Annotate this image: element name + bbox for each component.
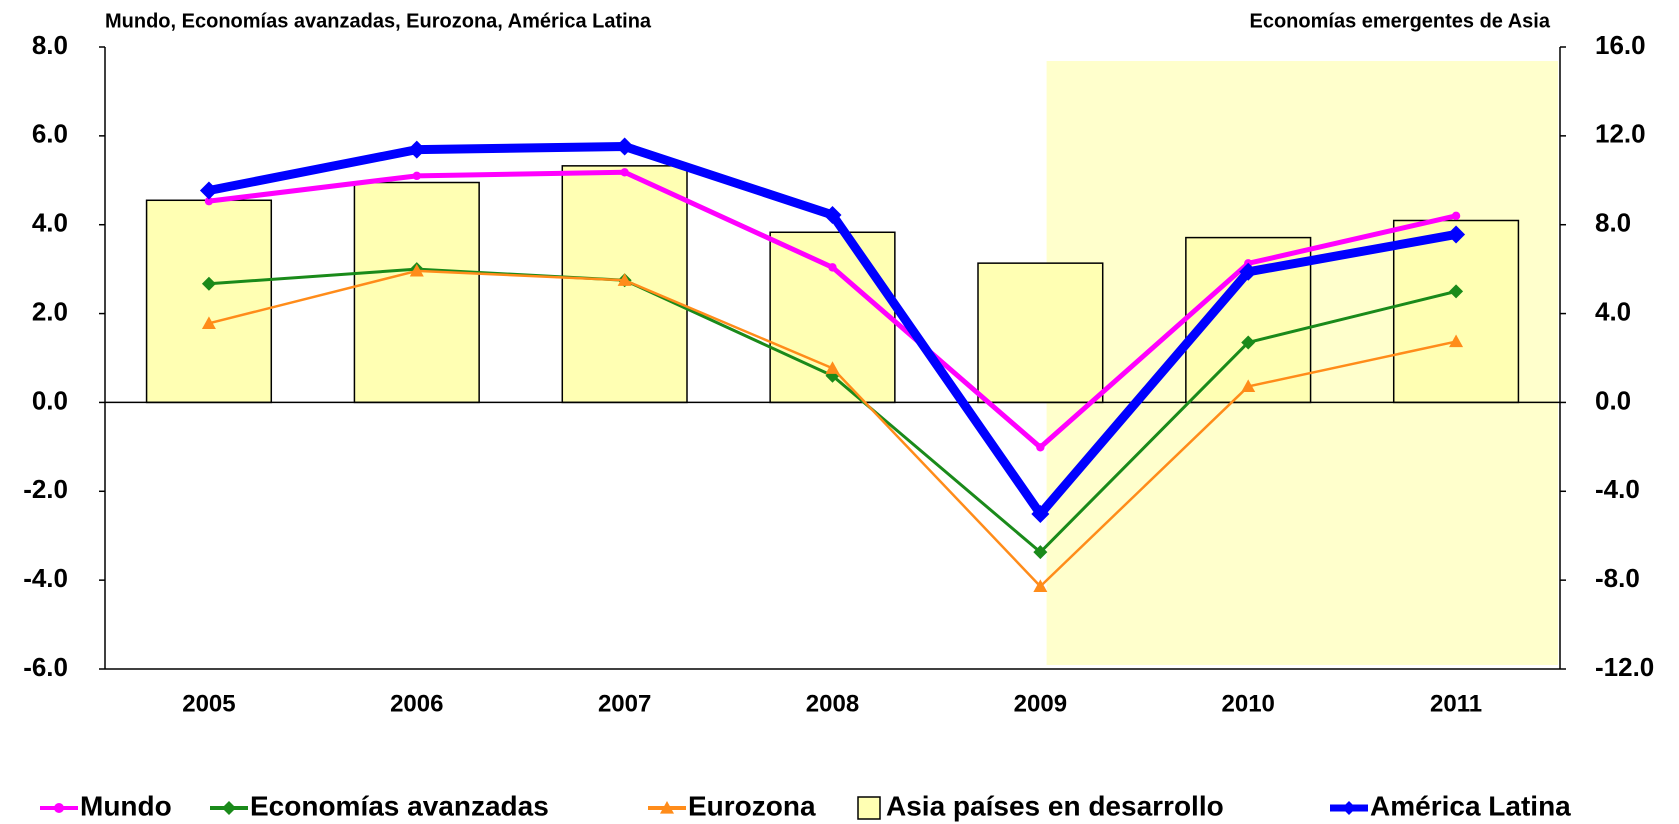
x-tick-label: 2011 [1430, 690, 1482, 717]
marker [1036, 443, 1045, 452]
marker [615, 137, 634, 156]
y-tick-label: 0.0 [32, 385, 68, 415]
y2-tick-label: -12.0 [1595, 652, 1654, 682]
bar [145, 199, 273, 404]
x-tick-label: 2010 [1222, 690, 1275, 717]
y-tick-label: 2.0 [32, 296, 68, 326]
bar [1392, 219, 1520, 404]
y2-tick-label: 12.0 [1595, 119, 1646, 149]
y-tick-label: 6.0 [32, 119, 68, 149]
legend-marker [54, 803, 64, 813]
legend-marker [660, 801, 674, 814]
x-tick-label: 2009 [1014, 690, 1067, 717]
y-tick-label: 8.0 [32, 30, 68, 60]
marker [204, 196, 214, 206]
y2-tick-label: -4.0 [1595, 474, 1640, 504]
marker [825, 361, 840, 374]
legend-marker [1342, 801, 1356, 815]
marker [201, 316, 216, 329]
y-tick-label: -2.0 [23, 474, 68, 504]
y-tick-label: -6.0 [23, 652, 68, 682]
y-tick-label: -4.0 [23, 563, 68, 593]
marker [1033, 579, 1048, 592]
marker [828, 263, 837, 272]
x-tick-label: 2006 [390, 690, 443, 717]
marker [1239, 262, 1258, 281]
legend-label: Asia países en desarrollo [886, 790, 1224, 821]
marker [1241, 379, 1256, 393]
marker [1449, 284, 1464, 299]
y2-tick-label: 0.0 [1595, 385, 1631, 415]
marker [617, 273, 632, 286]
marker [409, 263, 424, 277]
marker [1031, 504, 1050, 523]
marker [1449, 334, 1464, 348]
legend-swatch [857, 796, 881, 820]
y2-tick-label: 8.0 [1595, 208, 1631, 238]
marker [1033, 545, 1048, 560]
legend-label: Eurozona [688, 790, 816, 821]
bar [353, 181, 480, 404]
marker [620, 168, 629, 177]
y2-title: Economías emergentes de Asia [1250, 10, 1551, 32]
marker [1241, 335, 1256, 350]
y2-tick-label: -8.0 [1595, 563, 1640, 593]
marker [412, 171, 421, 181]
x-tick-label: 2008 [806, 690, 859, 717]
legend-label: América Latina [1370, 790, 1571, 821]
marker [823, 205, 842, 224]
marker [407, 140, 426, 159]
legend-label: Mundo [80, 790, 172, 821]
y2-tick-label: 4.0 [1595, 296, 1631, 326]
marker [201, 276, 216, 291]
x-tick-label: 2007 [598, 690, 651, 717]
y-tick-label: 4.0 [32, 208, 68, 238]
x-tick-label: 2005 [182, 690, 235, 717]
bar [977, 262, 1104, 404]
marker [199, 181, 218, 200]
legend-marker [222, 801, 236, 815]
legend-label: Economías avanzadas [250, 790, 549, 821]
marker [1447, 225, 1466, 244]
y2-tick-label: 16.0 [1595, 30, 1646, 60]
chart-title: Mundo, Economías avanzadas, Eurozona, Am… [105, 10, 652, 32]
marker [1451, 211, 1461, 221]
